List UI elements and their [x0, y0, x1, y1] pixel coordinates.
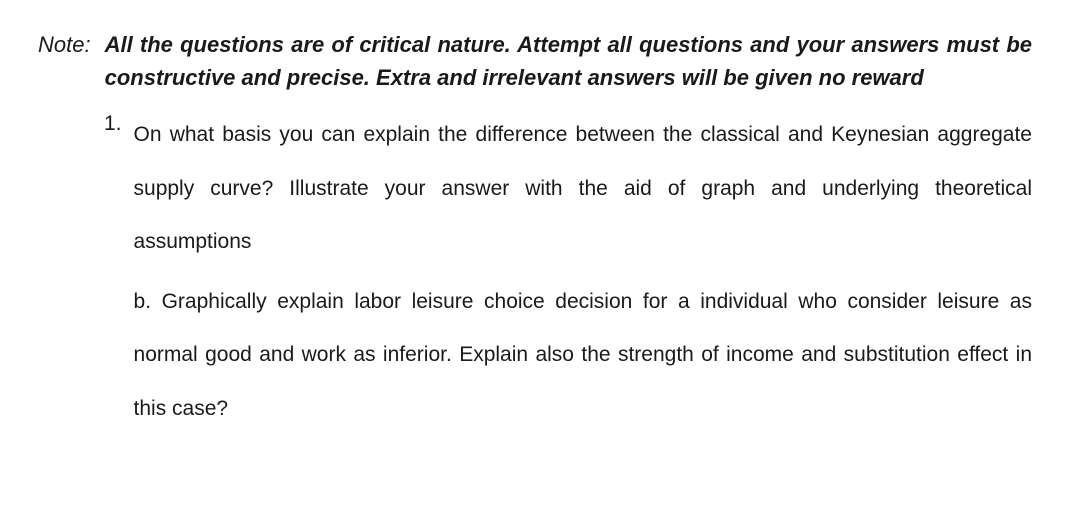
question-part-a: On what basis you can explain the differ…	[134, 108, 1032, 269]
note-label: Note:	[38, 28, 91, 61]
note-body: All the questions are of critical nature…	[105, 28, 1032, 94]
question-part-b: b. Graphically explain labor leisure cho…	[134, 275, 1032, 436]
question-number: 1.	[104, 108, 122, 140]
question-body: On what basis you can explain the differ…	[134, 108, 1032, 435]
question-1: 1. On what basis you can explain the dif…	[38, 108, 1032, 435]
note-block: Note: All the questions are of critical …	[38, 28, 1032, 94]
